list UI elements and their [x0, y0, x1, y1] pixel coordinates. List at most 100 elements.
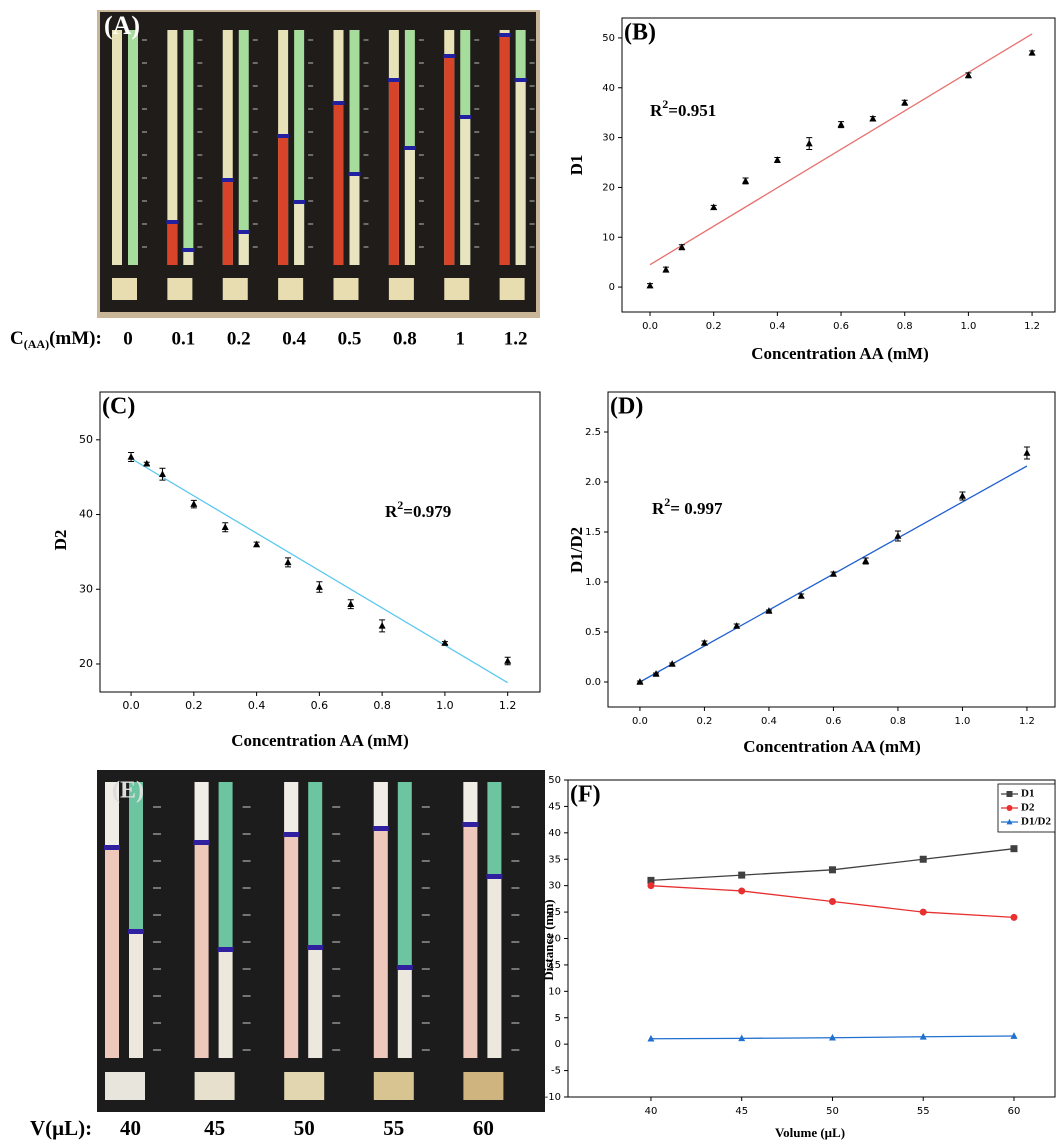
y-tick-label: 15	[548, 960, 561, 971]
pad	[284, 1072, 325, 1100]
marker	[773, 156, 781, 163]
x-tick-label: 0.2	[706, 321, 722, 332]
strip-red	[444, 56, 455, 265]
volume-label: 55	[383, 1116, 404, 1140]
pad	[105, 1072, 145, 1100]
volume-label: 50	[294, 1116, 315, 1140]
pad	[278, 278, 304, 300]
strip-red	[222, 180, 233, 265]
marker	[668, 660, 676, 667]
marker-blue	[332, 101, 345, 105]
r-superscript: 2	[664, 495, 670, 509]
strip-pink	[284, 782, 299, 1058]
y-tick-label: 40	[79, 508, 93, 521]
x-tick-label: 0.2	[696, 716, 712, 727]
fit-line	[130, 457, 509, 684]
marker-blue	[486, 874, 503, 879]
marker-blue	[104, 845, 120, 850]
pad	[444, 278, 470, 300]
marker	[964, 71, 972, 79]
y-tick-label: 0	[555, 1039, 561, 1050]
marker	[919, 908, 927, 916]
strip-red	[499, 35, 510, 265]
x-tick-label: 1.2	[1024, 321, 1040, 332]
y-tick-label: 30	[548, 881, 561, 892]
marker	[1010, 913, 1018, 921]
r-superscript: 2	[662, 97, 668, 111]
y-tick-label: 50	[548, 775, 561, 786]
strip-right	[183, 30, 194, 265]
marker	[662, 265, 670, 273]
marker	[190, 500, 198, 507]
x-axis-title: Concentration AA (mM)	[743, 737, 921, 756]
marker-blue	[462, 822, 479, 827]
y-tick-label: 25	[548, 907, 561, 918]
x-tick-label: 0.0	[122, 699, 140, 712]
marker-blue	[283, 832, 300, 837]
strip-pink	[105, 782, 119, 1058]
strip-white-top	[463, 782, 478, 825]
y-tick-label: 10	[602, 232, 615, 243]
marker-blue	[387, 78, 400, 82]
r-rest: =0.951	[668, 101, 716, 120]
x-tick-label: 0.4	[248, 699, 266, 712]
panel-label: (B)	[624, 20, 656, 46]
marker	[315, 583, 323, 590]
strip-white	[218, 950, 233, 1058]
marker	[805, 139, 813, 147]
strip-label: 0.2	[227, 328, 251, 349]
x-tick-label: 0.6	[311, 699, 329, 712]
marker-blue	[182, 248, 195, 252]
marker-blue	[372, 826, 389, 831]
strip-label: 0.1	[172, 328, 196, 349]
marker-blue	[498, 33, 511, 37]
strip-white-top	[373, 782, 388, 829]
x-tick-label: 50	[826, 1106, 839, 1117]
volume-caption: V(μL):	[30, 1116, 92, 1140]
y-tick-label: 40	[602, 83, 615, 94]
strip-right-lower	[294, 202, 305, 265]
strip-green	[129, 782, 143, 932]
strip-label: 0	[123, 328, 133, 349]
strip-right	[294, 30, 305, 265]
strip-label: 0.8	[393, 328, 417, 349]
y-tick-label: 50	[79, 433, 93, 446]
marker	[441, 639, 449, 646]
x-axis-title: Concentration AA (mM)	[231, 731, 409, 750]
strip-green	[308, 782, 323, 948]
r-rest: = 0.997	[670, 499, 723, 518]
panel-label: (D)	[610, 394, 643, 420]
series-line	[650, 848, 1015, 882]
x-tick-label: 40	[645, 1106, 658, 1117]
strip-label: 1	[456, 328, 466, 349]
x-tick-label: 0.4	[761, 716, 777, 727]
y-tick-label: 10	[548, 986, 561, 997]
marker	[647, 1034, 655, 1042]
marker	[919, 855, 927, 863]
marker	[504, 657, 512, 664]
marker	[919, 1032, 927, 1040]
r-base: R	[385, 502, 398, 521]
x-tick-label: 1.0	[436, 699, 454, 712]
x-tick-label: 1.2	[1019, 716, 1035, 727]
strip-white	[487, 877, 502, 1058]
strip-right-lower	[349, 174, 360, 265]
marker-blue	[221, 178, 234, 182]
photo-board	[100, 12, 536, 312]
marker-blue	[217, 947, 234, 952]
strip-green	[397, 782, 412, 968]
plot-frame	[567, 779, 1056, 1098]
pad	[499, 278, 525, 300]
y-tick-label: 20	[79, 657, 93, 670]
marker	[253, 540, 261, 548]
marker	[958, 492, 966, 499]
y-tick-label: 20	[602, 182, 615, 193]
marker	[284, 558, 292, 566]
marker	[678, 243, 686, 251]
panel-label: (A)	[104, 11, 140, 40]
marker	[378, 622, 386, 629]
marker	[158, 470, 166, 477]
marker-blue	[277, 134, 290, 138]
fit-line	[649, 33, 1033, 266]
